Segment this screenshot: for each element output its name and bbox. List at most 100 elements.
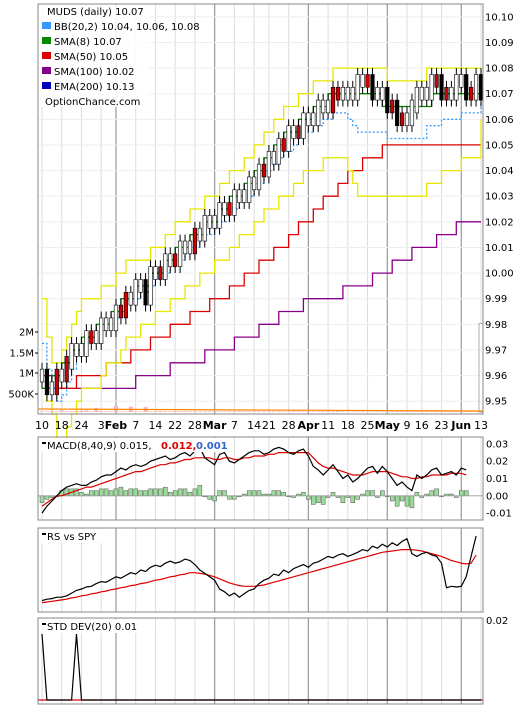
volume-bar	[301, 411, 306, 412]
candle-body	[69, 343, 74, 370]
x-axis-label: Feb	[105, 419, 128, 432]
volume-bar	[276, 411, 281, 412]
macd-histogram-bar	[340, 495, 346, 503]
volume-bar	[405, 411, 410, 412]
x-axis-label: 28	[188, 419, 202, 432]
volume-bar	[296, 411, 301, 412]
candle-body	[365, 74, 370, 88]
volume-bar	[261, 411, 266, 412]
volume-bar	[44, 411, 49, 412]
macd-histogram-bar	[429, 490, 434, 497]
x-axis-label: 14	[247, 419, 261, 432]
volume-bar	[326, 411, 331, 412]
candle-body	[143, 279, 148, 306]
candle-body	[212, 215, 217, 229]
candle-body	[301, 112, 306, 139]
price-axis-label: 10.06	[485, 115, 514, 126]
rs-ma-line	[41, 549, 477, 604]
macd-histogram-bar	[306, 495, 311, 500]
volume-bar	[439, 411, 444, 412]
price-axis-label: 10.05	[485, 140, 514, 151]
x-axis-label: 24	[74, 419, 88, 432]
legend-swatch	[42, 67, 51, 74]
volume-bar	[385, 411, 390, 412]
rs-legend-box	[40, 529, 110, 543]
candle-body	[478, 74, 484, 101]
price-axis-label: 9.98	[485, 320, 507, 331]
candle-body	[217, 202, 222, 229]
macd-histogram-bar	[246, 490, 252, 497]
macd-axis-label: 0.01	[486, 474, 508, 485]
volume-bar	[237, 411, 242, 412]
price-axis-label: 10.09	[485, 38, 514, 49]
legend-marker	[42, 442, 46, 444]
candle-body	[266, 151, 271, 178]
volume-bar	[350, 411, 355, 412]
candle-body	[94, 330, 99, 344]
volume-bar	[390, 411, 395, 412]
candle-body	[158, 266, 163, 280]
volume-bar	[54, 411, 59, 412]
volume-bar	[183, 411, 188, 412]
candle-body	[99, 317, 104, 344]
macd-histogram-bar	[227, 495, 232, 500]
macd-histogram-bar	[217, 490, 222, 497]
volume-bar	[257, 411, 262, 412]
macd-histogram-bar	[251, 490, 257, 497]
volume-bar	[424, 411, 429, 412]
candle-body	[321, 99, 326, 114]
x-axis-label: 14	[148, 419, 162, 432]
x-axis-label: 18	[55, 419, 69, 432]
legend-swatch	[42, 82, 51, 89]
volume-axis-label: 1.5M	[9, 349, 34, 360]
std-axis-label: 0.02	[486, 616, 508, 627]
x-axis-label: 22	[168, 419, 182, 432]
candle-body	[296, 125, 301, 139]
candle-body	[247, 176, 252, 203]
macd-histogram-bar	[434, 488, 439, 497]
rs-legend: RS vs SPY	[47, 532, 97, 543]
panel-frame	[37, 527, 484, 613]
macd-histogram-bar	[148, 488, 153, 497]
candle-body	[39, 368, 45, 383]
candle-body	[306, 112, 311, 127]
volume-bar	[49, 410, 54, 412]
macd-histogram-bar	[315, 495, 321, 503]
macd-histogram-bar	[463, 490, 469, 497]
volume-bar	[158, 410, 163, 412]
candle-body	[399, 112, 405, 127]
macd-histogram-bar	[459, 490, 464, 497]
macd-legend-box	[40, 438, 230, 452]
volume-bar	[212, 411, 217, 412]
x-axis-label: 11	[321, 419, 335, 432]
macd-legend: MACD(8,40,9) 0.015,	[47, 441, 152, 452]
macd-histogram-bar	[153, 488, 158, 497]
volume-bar	[64, 411, 69, 412]
macd-histogram-bar	[311, 495, 316, 505]
volume-axis-label: 1M	[19, 369, 34, 380]
volume-bar	[478, 323, 484, 413]
price-axis-label: 10.08	[485, 64, 514, 75]
x-axis-label: 21	[262, 419, 276, 432]
volume-bar	[207, 411, 212, 412]
macd-histogram-bar	[281, 492, 286, 497]
candle-body	[242, 189, 247, 203]
macd-histogram-bar	[138, 490, 143, 497]
price-axis-label: 9.95	[485, 397, 507, 408]
legend-item: BB(20,2) 10.04, 10.06, 10.08	[54, 22, 200, 33]
volume-bar	[316, 411, 321, 412]
candle-body	[345, 86, 350, 101]
candle-body	[464, 74, 469, 101]
candle-body	[54, 368, 59, 396]
candle-body	[108, 317, 114, 332]
macd-line	[41, 446, 467, 514]
candle-body	[59, 368, 64, 383]
candle-body	[380, 86, 385, 101]
macd-histogram-bar	[414, 492, 420, 497]
macd-axis-label: 0.00	[486, 491, 508, 502]
macd-histogram-bar	[172, 490, 178, 497]
candle-body	[237, 189, 242, 203]
x-axis-label: 9	[404, 419, 411, 432]
candle-body	[178, 240, 183, 267]
